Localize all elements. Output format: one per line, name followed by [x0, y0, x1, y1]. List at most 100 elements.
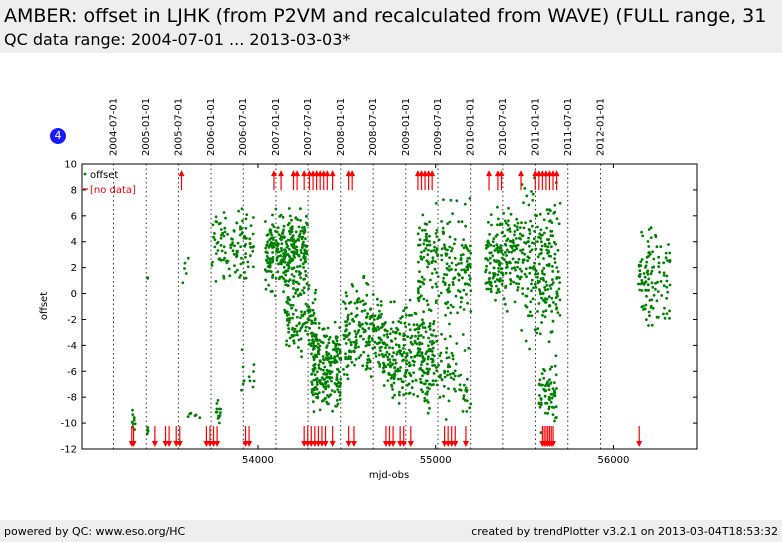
data-point — [435, 228, 439, 232]
data-point — [521, 248, 525, 252]
data-point — [283, 260, 287, 264]
data-point — [497, 270, 501, 273]
data-point — [509, 212, 513, 216]
data-point — [297, 225, 301, 229]
data-point — [302, 256, 305, 259]
data-point — [275, 256, 279, 260]
data-point — [311, 393, 315, 397]
no-data-arrow-down — [452, 426, 459, 448]
data-point — [492, 266, 496, 270]
data-point — [314, 338, 318, 342]
data-point — [345, 373, 349, 377]
data-point — [448, 256, 451, 260]
data-point — [459, 305, 462, 309]
data-point — [313, 392, 317, 395]
data-point — [392, 351, 396, 354]
footer-credit: powered by QC: www.eso.org/HC — [4, 525, 186, 538]
data-point — [240, 388, 243, 392]
data-point — [399, 321, 403, 325]
data-point — [282, 290, 285, 294]
data-point — [431, 256, 435, 260]
data-point — [528, 228, 531, 232]
data-point — [467, 346, 471, 350]
data-point — [264, 246, 268, 250]
data-point — [292, 339, 295, 343]
data-point — [307, 284, 311, 287]
data-point — [232, 229, 236, 233]
data-point — [283, 254, 287, 258]
data-point — [271, 273, 275, 277]
data-point — [248, 237, 252, 241]
data-point — [347, 338, 351, 342]
data-point — [315, 370, 319, 374]
data-point — [316, 395, 320, 399]
data-point — [324, 373, 328, 376]
data-point — [443, 245, 447, 249]
data-point — [236, 241, 240, 245]
data-point — [368, 317, 372, 320]
data-point — [648, 298, 652, 302]
data-point — [536, 327, 540, 330]
data-point — [666, 290, 670, 294]
data-point — [422, 249, 426, 253]
data-point — [328, 335, 332, 339]
data-point — [424, 247, 428, 250]
data-point — [352, 350, 356, 354]
x-tick-label: 55000 — [420, 455, 452, 466]
data-point — [408, 364, 411, 368]
data-point — [466, 377, 469, 381]
data-point — [382, 323, 385, 327]
data-point — [555, 266, 559, 269]
data-point — [430, 333, 433, 337]
data-point — [282, 224, 286, 228]
data-point — [525, 194, 529, 198]
data-point — [369, 367, 372, 370]
data-point — [498, 290, 501, 294]
data-point — [668, 316, 671, 320]
data-point — [276, 270, 280, 274]
data-point — [303, 260, 307, 264]
data-point — [512, 244, 516, 248]
data-point — [453, 387, 456, 391]
data-point — [508, 239, 512, 243]
data-point — [349, 357, 352, 361]
date-marker-label: 2009-07-01 — [433, 98, 444, 156]
data-point — [540, 240, 543, 244]
data-point — [662, 312, 665, 316]
data-point — [460, 261, 463, 265]
data-point — [277, 233, 281, 237]
data-point — [404, 392, 408, 395]
data-point — [231, 249, 235, 253]
data-point — [537, 235, 540, 239]
data-point — [492, 273, 496, 277]
data-point — [328, 360, 331, 364]
data-point — [342, 373, 346, 376]
data-point — [393, 366, 396, 370]
data-point — [489, 243, 493, 247]
data-point — [239, 274, 243, 277]
data-point — [410, 313, 413, 317]
data-point — [325, 350, 328, 354]
date-marker-label: 2009-01-01 — [401, 98, 412, 156]
data-point — [293, 256, 296, 259]
data-point — [536, 275, 539, 279]
data-point — [271, 251, 274, 254]
data-point — [658, 270, 661, 274]
data-point — [301, 323, 305, 326]
data-point — [532, 237, 536, 241]
data-point — [443, 281, 447, 285]
data-point — [223, 230, 227, 234]
data-point — [322, 377, 325, 381]
data-point — [395, 352, 399, 356]
data-point — [388, 346, 391, 349]
data-point — [514, 244, 518, 248]
data-point — [363, 309, 367, 312]
data-point — [214, 220, 218, 223]
data-point — [379, 300, 383, 303]
data-point — [236, 249, 239, 253]
data-point — [424, 232, 428, 236]
data-point — [511, 257, 515, 261]
data-point — [549, 392, 553, 396]
data-point — [297, 282, 301, 286]
data-point — [373, 346, 377, 349]
